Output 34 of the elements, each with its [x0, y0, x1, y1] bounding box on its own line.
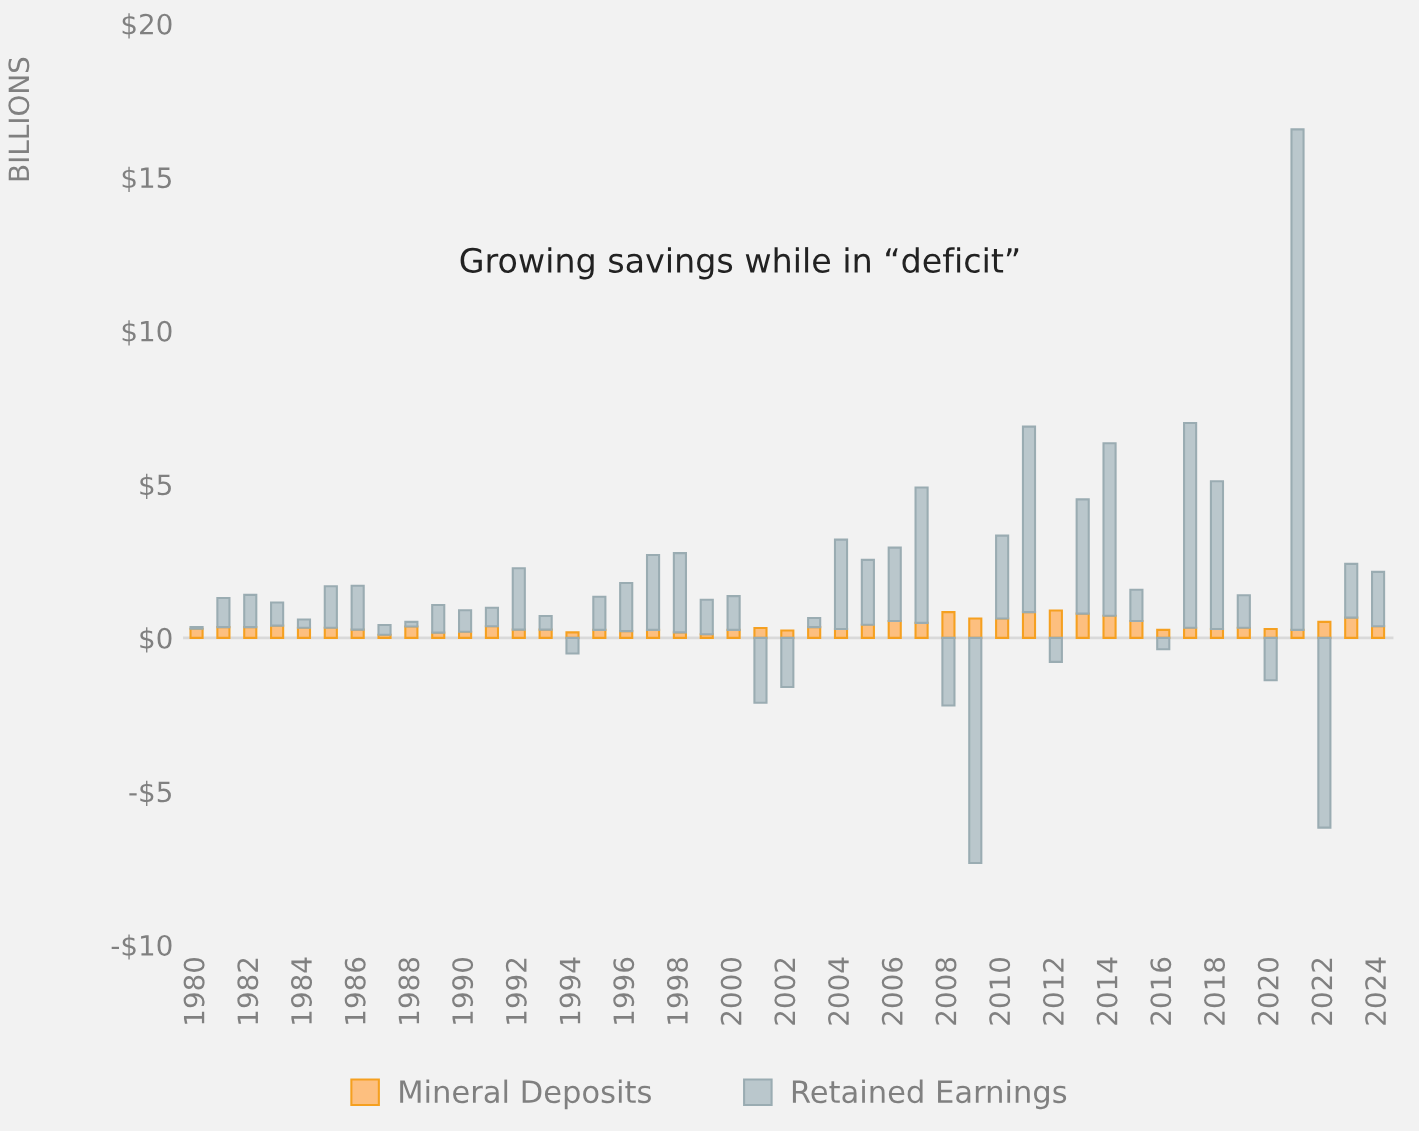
x-tick-label: 1996 [613, 957, 635, 1024]
x-tick-label: 2016 [1150, 957, 1172, 1025]
x-tick-label: 2018 [1204, 957, 1226, 1025]
y-tick-label: $10 [122, 320, 172, 346]
y-tick-label: $0 [140, 627, 172, 653]
x-tick-label: 1994 [559, 957, 581, 1024]
x-tick-label: 1982 [237, 958, 259, 1024]
x-tick-label: 2012 [1042, 958, 1064, 1025]
annotation: Growing savings while in “deficit” [460, 247, 1019, 280]
x-tick-label: 1992 [505, 958, 527, 1024]
x-tick-label: 2024 [1365, 957, 1387, 1025]
x-tick-label: 1990 [452, 957, 474, 1024]
x-tick-label: 1980 [183, 957, 205, 1024]
y-axis-title: BILLIONS [8, 57, 30, 181]
x-tick-label: 2010 [989, 957, 1011, 1025]
y-tick-label: -$10 [111, 934, 172, 960]
x-tick-label: 2008 [935, 957, 957, 1025]
x-tick-label: 2020 [1257, 957, 1279, 1025]
y-tick-label: $5 [140, 473, 171, 499]
x-tick-label: 2006 [881, 957, 903, 1025]
x-tick-label: 1998 [666, 957, 688, 1024]
x-tick-label: 2022 [1311, 958, 1333, 1025]
x-tick-label: 1984 [291, 957, 313, 1024]
y-tick-label: -$5 [129, 780, 171, 807]
legend-label: Retained Earnings [792, 1079, 1067, 1110]
x-tick-label: 2004 [828, 957, 850, 1025]
y-tick-label: $15 [122, 166, 171, 192]
x-tick-label: 1988 [398, 957, 420, 1024]
legend-label: Mineral Deposits [400, 1079, 651, 1110]
x-tick-label: 2002 [774, 958, 796, 1025]
y-tick-label: $20 [122, 13, 172, 39]
x-tick-label: 1986 [344, 957, 366, 1024]
x-tick-label: 2000 [720, 957, 742, 1025]
x-tick-label: 2014 [1096, 957, 1118, 1025]
